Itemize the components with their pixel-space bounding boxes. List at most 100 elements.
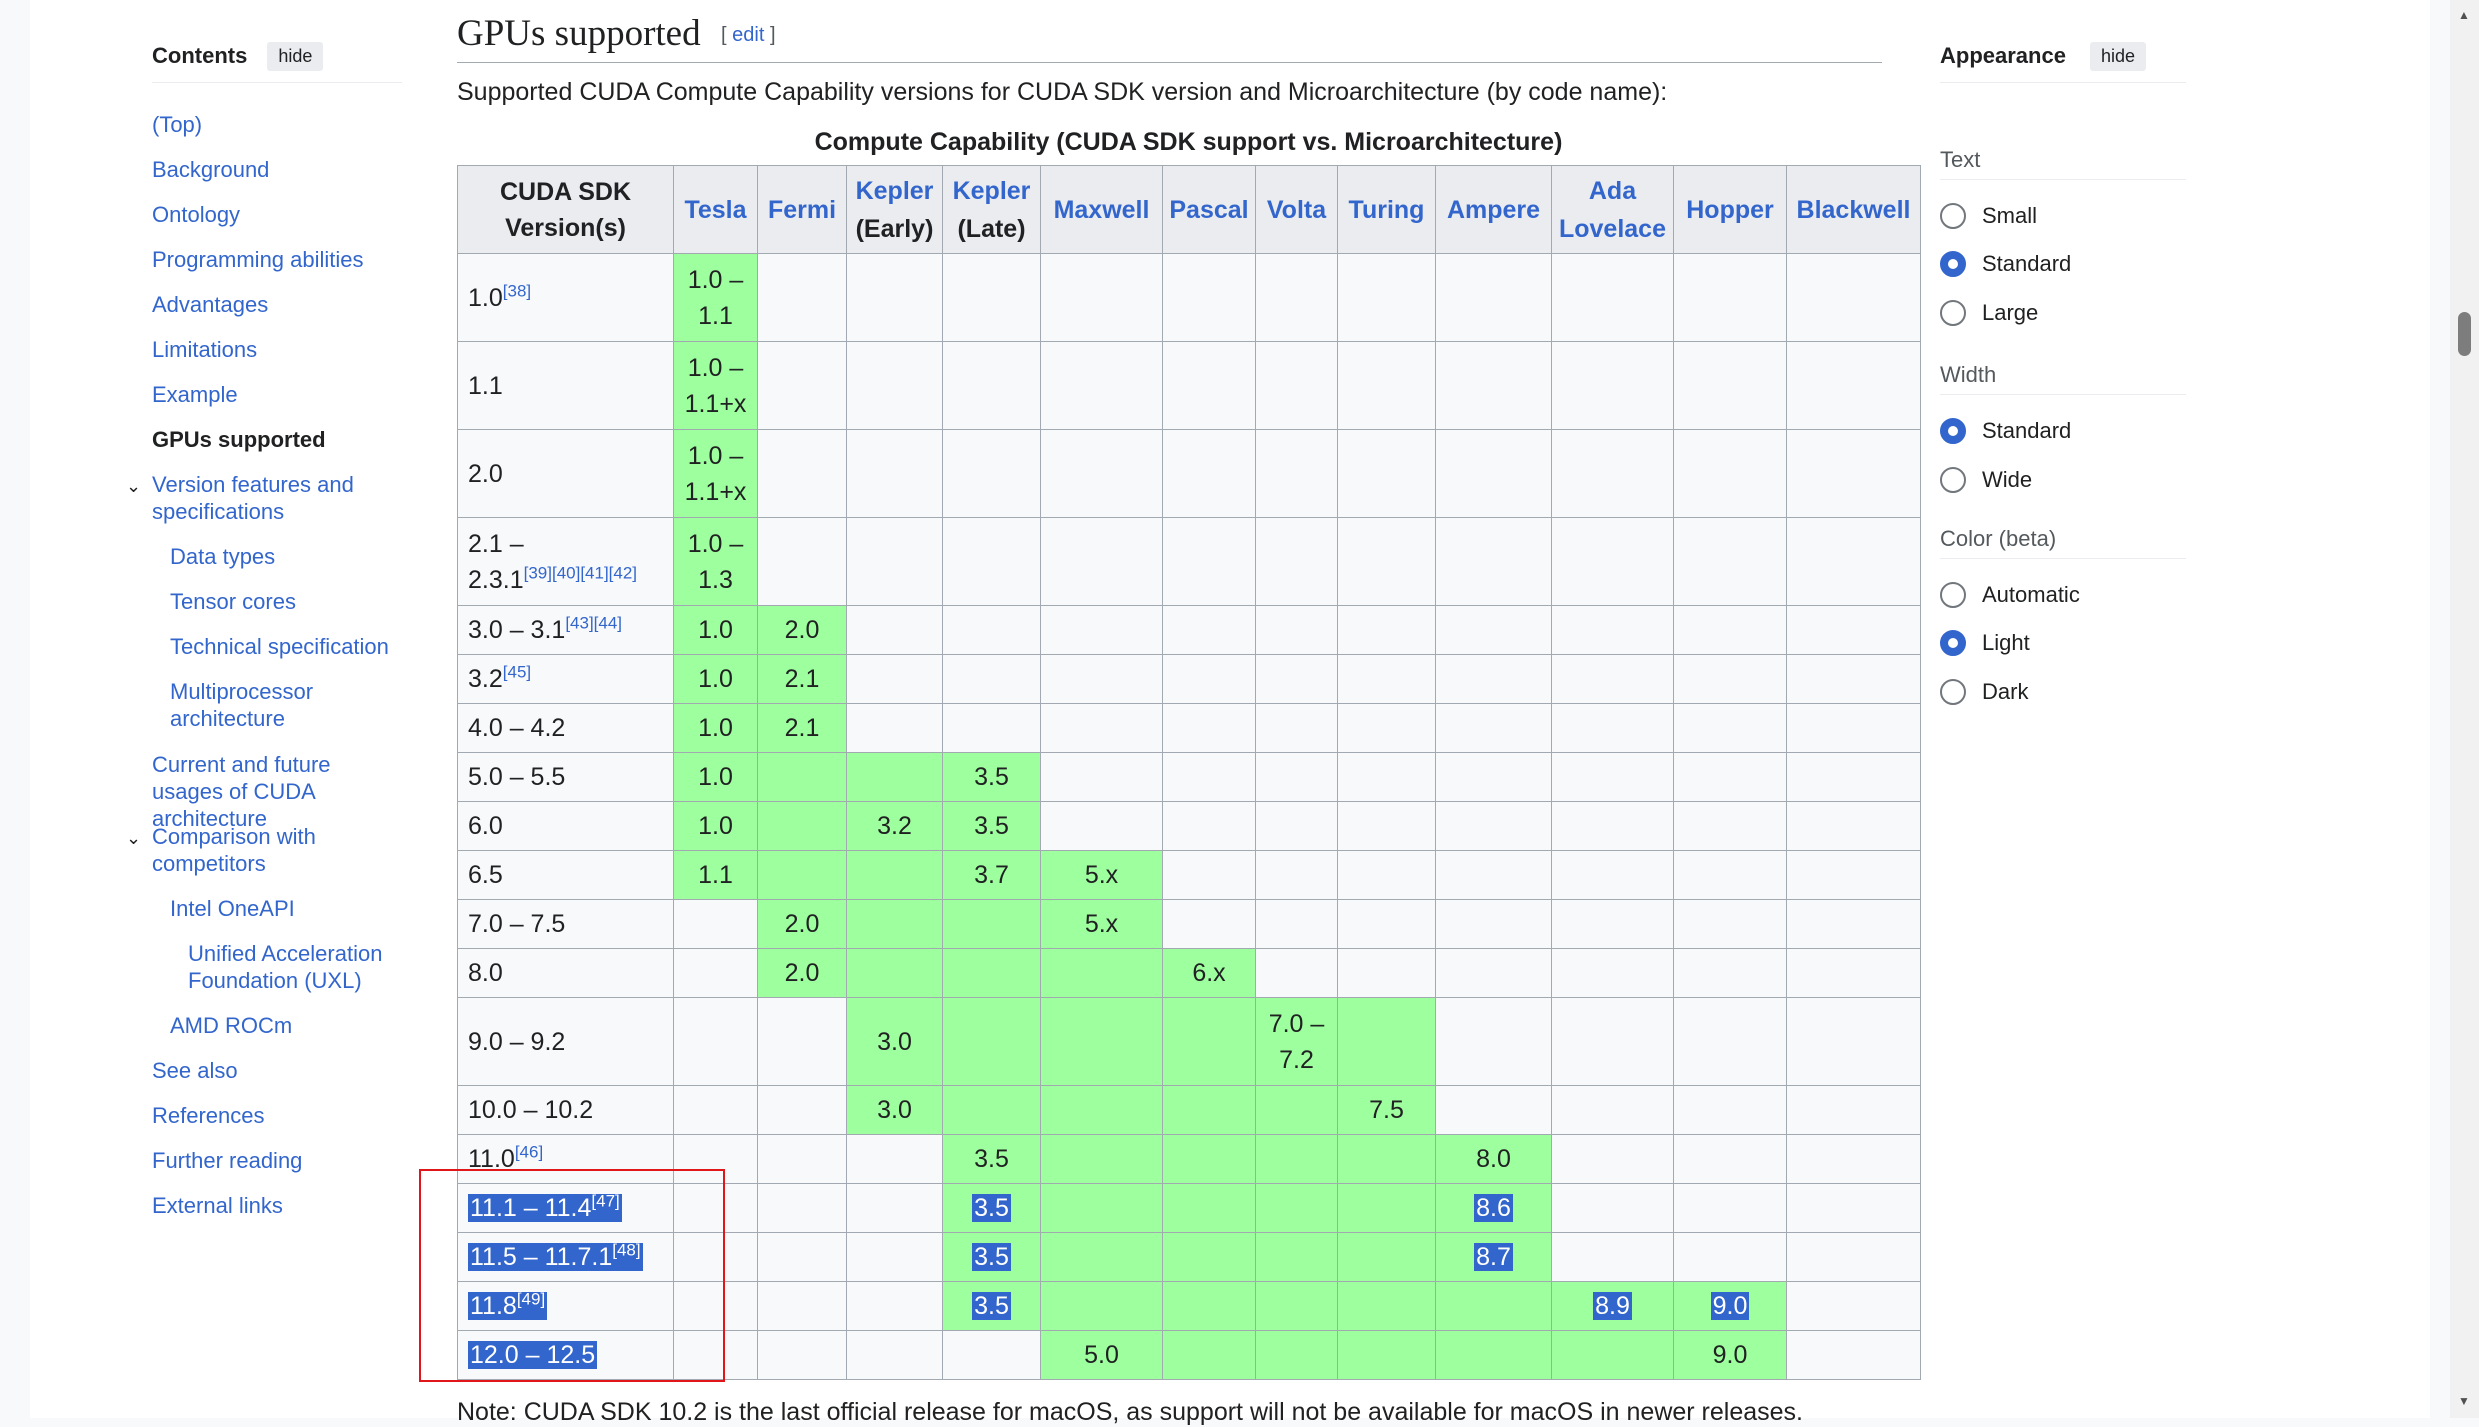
cc-cell-kepler-late <box>942 899 1041 949</box>
scrollbar-thumb[interactable] <box>2458 312 2471 356</box>
toc-item[interactable]: Further reading <box>152 1147 372 1174</box>
toc-item[interactable]: Programming abilities <box>152 246 402 273</box>
appearance-option[interactable]: Light <box>1940 630 2030 656</box>
col-header-pascal[interactable]: Pascal <box>1162 165 1256 254</box>
scroll-up-arrow-icon[interactable]: ▲ <box>2458 8 2470 22</box>
toc-item-label: Data types <box>170 544 276 569</box>
col-header-hopper[interactable]: Hopper <box>1673 165 1787 254</box>
toc-item[interactable]: ⌄ Comparison with competitors <box>126 823 372 877</box>
cc-cell-kepler-late <box>942 1330 1041 1380</box>
cc-value: 7.5 <box>1369 1096 1404 1124</box>
toc-item[interactable]: Tensor cores <box>170 588 390 615</box>
appearance-option[interactable]: Standard <box>1940 418 2071 444</box>
toc-item[interactable]: Current and future usages of CUDA archit… <box>152 751 372 832</box>
cc-cell-kepler-late: 3.5 <box>942 801 1041 851</box>
cc-value: 3.5 <box>972 1194 1011 1222</box>
table-row: 5.0 – 5.5 1.0 3.5 <box>457 752 1921 802</box>
cc-cell-blackwell <box>1786 253 1921 342</box>
reference-link[interactable]: [38] <box>502 281 532 301</box>
col-header-ampere[interactable]: Ampere <box>1435 165 1552 254</box>
cc-cell-tesla: 1.0 – 1.3 <box>673 517 758 606</box>
toc-item[interactable]: Limitations <box>152 336 402 363</box>
appearance-hide-button[interactable]: hide <box>2089 41 2146 71</box>
toc-item[interactable]: Ontology <box>152 201 402 228</box>
appearance-option[interactable]: Dark <box>1940 679 2028 705</box>
cc-cell-ampere <box>1435 752 1552 802</box>
toc-item[interactable]: AMD ROCm <box>170 1012 390 1039</box>
appearance-option[interactable]: Automatic <box>1940 582 2080 608</box>
col-header-kepler-late[interactable]: Kepler (Late) <box>942 165 1041 254</box>
col-header-blackwell[interactable]: Blackwell <box>1786 165 1921 254</box>
toc-item[interactable]: Technical specification <box>170 633 400 660</box>
col-header-line: Ada <box>1588 176 1637 205</box>
toc-item[interactable]: ⌄ Version features and specifications <box>126 471 372 525</box>
reference-link[interactable]: [39][40][41][42] <box>523 563 638 583</box>
toc-item[interactable]: Advantages <box>152 291 402 318</box>
toc-item[interactable]: Intel OneAPI <box>170 895 390 922</box>
chevron-down-icon[interactable]: ⌄ <box>126 828 142 848</box>
radio-selected-icon[interactable] <box>1940 630 1966 656</box>
cc-cell-turing <box>1337 703 1436 753</box>
toc-item[interactable]: (Top) <box>152 111 402 138</box>
radio-unselected-icon[interactable] <box>1940 203 1966 229</box>
col-header-maxwell[interactable]: Maxwell <box>1040 165 1163 254</box>
radio-selected-icon[interactable] <box>1940 251 1966 277</box>
edit-section-link[interactable]: edit <box>732 24 765 46</box>
version-text: 8.0 <box>468 959 503 987</box>
cc-cell-pascal <box>1162 1085 1256 1135</box>
cc-cell-volta <box>1255 517 1338 606</box>
toc-item[interactable]: Unified Acceleration Foundation (UXL) <box>188 940 398 994</box>
cc-cell-kepler-early <box>846 253 943 342</box>
radio-unselected-icon[interactable] <box>1940 300 1966 326</box>
radio-unselected-icon[interactable] <box>1940 467 1966 493</box>
radio-unselected-icon[interactable] <box>1940 679 1966 705</box>
col-header-ada[interactable]: Ada Lovelace <box>1551 165 1674 254</box>
toc-item[interactable]: See also <box>152 1057 372 1084</box>
reference-link[interactable]: [46] <box>514 1142 544 1162</box>
appearance-option[interactable]: Small <box>1940 203 2037 229</box>
cc-cell-hopper <box>1673 899 1787 949</box>
radio-selected-icon[interactable] <box>1940 418 1966 444</box>
cc-cell-hopper <box>1673 997 1787 1086</box>
table-row: 11.1 – 11.4[47] 3.5 8.6 <box>457 1183 1921 1233</box>
reference-link[interactable]: [43][44] <box>565 613 623 633</box>
appearance-option[interactable]: Large <box>1940 300 2038 326</box>
toc-hide-button[interactable]: hide <box>267 41 324 71</box>
vertical-scrollbar[interactable]: ▲ ▼ <box>2450 0 2479 1418</box>
version-text: 3.0 – 3.1[43][44] <box>468 613 623 644</box>
reference-link[interactable]: [47] <box>591 1191 620 1211</box>
cc-cell-pascal <box>1162 654 1256 704</box>
version-cell: 11.1 – 11.4[47] <box>457 1183 674 1233</box>
col-header-volta[interactable]: Volta <box>1255 165 1338 254</box>
cc-cell-ampere: 8.0 <box>1435 1134 1552 1184</box>
col-header-fermi[interactable]: Fermi <box>757 165 847 254</box>
appearance-option[interactable]: Wide <box>1940 467 2032 493</box>
toc-item[interactable]: References <box>152 1102 372 1129</box>
version-cell: 7.0 – 7.5 <box>457 899 674 949</box>
cc-cell-tesla <box>673 1134 758 1184</box>
scroll-down-arrow-icon[interactable]: ▼ <box>2458 1394 2470 1408</box>
toc-item[interactable]: Multiprocessor architecture <box>170 678 360 732</box>
toc-item-label: Ontology <box>152 202 241 227</box>
version-text: 4.0 – 4.2 <box>468 714 565 742</box>
col-header-turing[interactable]: Turing <box>1337 165 1436 254</box>
cc-cell-hopper <box>1673 948 1787 998</box>
chevron-down-icon[interactable]: ⌄ <box>126 476 142 496</box>
cc-cell-blackwell <box>1786 429 1921 518</box>
radio-unselected-icon[interactable] <box>1940 582 1966 608</box>
toc-item[interactable]: Background <box>152 156 402 183</box>
toc-item[interactable]: GPUs supported <box>152 426 402 453</box>
cc-value: 3.5 <box>972 1292 1011 1320</box>
toc-item[interactable]: External links <box>152 1192 372 1219</box>
col-header-kepler-early[interactable]: Kepler (Early) <box>846 165 943 254</box>
appearance-option[interactable]: Standard <box>1940 251 2071 277</box>
reference-link[interactable]: [48] <box>612 1240 641 1260</box>
reference-link[interactable]: [45] <box>502 662 532 682</box>
cc-cell-kepler-late: 3.5 <box>942 752 1041 802</box>
reference-link[interactable]: [49] <box>516 1289 546 1309</box>
toc-item[interactable]: Data types <box>170 543 390 570</box>
toc-item[interactable]: Example <box>152 381 402 408</box>
col-header-tesla[interactable]: Tesla <box>673 165 758 254</box>
cc-cell-maxwell <box>1040 997 1163 1086</box>
toc-item-label: Example <box>152 382 238 407</box>
